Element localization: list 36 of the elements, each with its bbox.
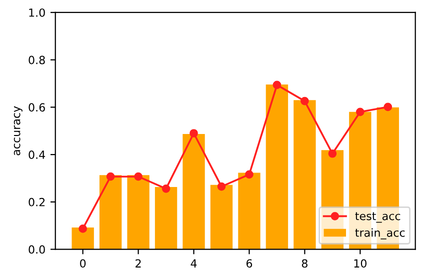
y-tick-label: 1.0 <box>29 8 45 17</box>
y-axis-title: accuracy <box>14 106 22 156</box>
x-tick-label: 8 <box>302 259 308 268</box>
y-tick-label: 0.2 <box>28 198 45 206</box>
x-tick-label: 10 <box>354 259 366 268</box>
point <box>384 102 392 112</box>
bar <box>182 134 205 250</box>
point <box>162 184 170 193</box>
point <box>272 80 282 90</box>
bar <box>238 172 260 250</box>
x-tick-label: 4 <box>190 259 197 268</box>
point <box>190 129 198 138</box>
bar <box>266 84 288 250</box>
y-tick-label: 0.8 <box>28 56 45 64</box>
y-tick-label: 0.4 <box>28 150 46 159</box>
legend-label: test_acc <box>355 212 400 223</box>
bar <box>294 100 316 250</box>
bar <box>99 175 122 250</box>
x-tick-label: 6 <box>246 259 252 268</box>
legend-label: train_acc <box>355 228 405 240</box>
y-tick-label: 0.0 <box>28 245 45 254</box>
point <box>78 224 87 233</box>
x-tick-label: 0 <box>80 259 86 268</box>
bar <box>154 187 178 250</box>
x-tick-label: 2 <box>136 259 141 268</box>
point <box>245 170 254 179</box>
y-tick-label: 0.6 <box>28 103 45 112</box>
point <box>106 172 115 181</box>
bar <box>210 184 233 250</box>
point <box>300 96 309 106</box>
bar <box>72 228 94 250</box>
bar <box>127 175 150 250</box>
point <box>328 149 337 158</box>
point <box>356 108 364 116</box>
point <box>134 172 142 181</box>
point <box>217 182 226 191</box>
